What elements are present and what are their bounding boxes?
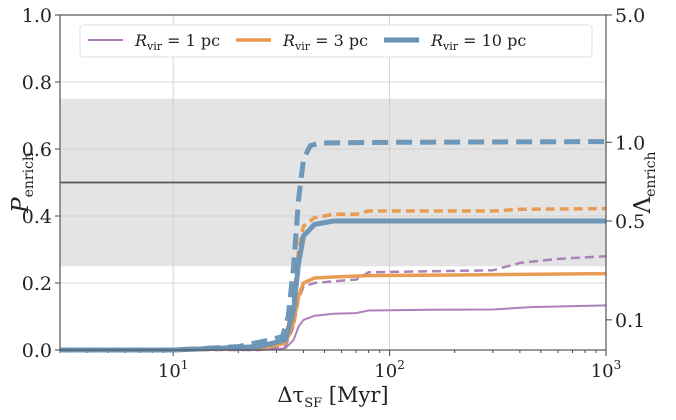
series-line-2 [60,271,607,352]
legend-label: Rvir = 1 pc [134,31,220,53]
series-line-5 [60,139,607,353]
x-tick-label: 102 [374,358,405,382]
y-tick-label: 0.4 [22,206,52,228]
y-tick-label: 0.0 [22,340,52,362]
right-axis-label: Λenrich [630,152,659,215]
legend [79,24,593,58]
x-tick-label: 101 [158,358,189,382]
y-tick-label: 0.8 [22,72,52,94]
right-tick-label: 0.5 [615,211,645,233]
x-tick-label: 103 [591,358,622,382]
y-tick-label: 0.2 [22,273,52,295]
legend-label: Rvir = 10 pc [430,31,526,53]
y-tick-label: 0.6 [22,139,52,161]
y-tick-label: 1.0 [22,5,52,27]
legend-label: Rvir = 3 pc [282,31,368,53]
right-tick-label: 1.0 [615,132,645,154]
plot-frame [59,14,607,351]
right-tick-label: 0.1 [615,310,645,332]
series-line-0 [60,304,607,351]
right-tick-label: 5.0 [615,5,645,27]
series-line-1 [60,254,607,352]
x-axis-label: ΔτSF [Myr] [277,383,388,411]
y-axis-label: Penrich [8,152,37,214]
